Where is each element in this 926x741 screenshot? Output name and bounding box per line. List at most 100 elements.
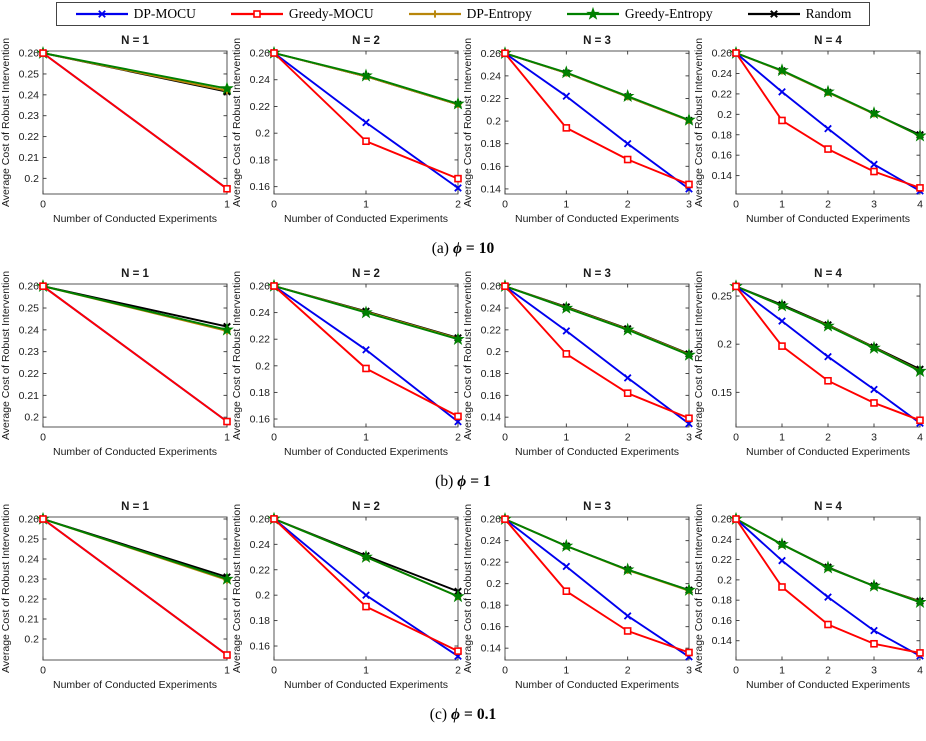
y-tick-label: 0.26 xyxy=(250,280,271,292)
y-tick-label: 0.21 xyxy=(19,390,40,402)
x-tick-label: 4 xyxy=(917,199,923,211)
x-axis-label: Number of Conducted Experiments xyxy=(515,213,679,225)
square-marker-icon xyxy=(623,155,632,164)
chart-c-N=3: 0 1 2 3 0.14 0.16 0.18 0.2 0.22 0.24 0.26 N = 3 Numb… xyxy=(462,501,696,691)
star-marker-icon xyxy=(620,562,635,576)
y-tick-label: 0.24 xyxy=(712,534,733,546)
x-marker-icon xyxy=(769,10,778,18)
subplot-b-n1: 0 1 0.2 0.21 0.22 0.23 0.24 0.25 0.26 N = 1 Number… xyxy=(0,264,234,468)
square-marker-icon xyxy=(685,648,693,657)
y-tick-label: 0.22 xyxy=(712,554,733,566)
y-tick-label: 0.23 xyxy=(19,110,40,122)
series-line xyxy=(42,285,228,423)
y-tick-label: 0.24 xyxy=(19,324,40,336)
square-marker-icon xyxy=(501,282,509,290)
square-marker-icon xyxy=(253,10,261,18)
subplot-title: N = 2 xyxy=(352,501,380,513)
caption-c: (c) ϕ = 0.1 xyxy=(0,701,926,729)
square-marker-icon xyxy=(623,389,632,397)
series-greedy-mocu xyxy=(39,515,231,659)
y-tick-label: 0.18 xyxy=(250,615,271,627)
series-greedy-entropy xyxy=(498,46,696,126)
series-line xyxy=(504,52,690,190)
x-marker-icon xyxy=(824,124,832,133)
y-axis-label: Average Cost of Robust Intervention xyxy=(462,504,474,673)
square-marker-icon xyxy=(870,167,878,176)
chart-b-N=3: 0 1 2 3 0.14 0.16 0.18 0.2 0.22 0.24 0.26 N = 3 Numb… xyxy=(462,268,696,458)
subplot-c-n4: 0 1 2 3 4 0.14 0.16 0.18 0.2 0.22 0.24 0.26 N = 4 Num… xyxy=(693,497,926,701)
y-tick-label: 0.16 xyxy=(712,150,733,162)
chart-a-N=4: 0 1 2 3 4 0.14 0.16 0.18 0.2 0.22 0.24 0.26 N = 4 Num… xyxy=(693,35,926,225)
y-tick-label: 0.15 xyxy=(712,387,733,399)
series-greedy-entropy xyxy=(36,279,234,336)
series-greedy-entropy xyxy=(498,512,696,596)
star-marker-icon xyxy=(359,305,373,319)
series-dp-entropy xyxy=(270,49,462,109)
series-line xyxy=(504,285,690,425)
y-tick-label: 0.21 xyxy=(19,152,40,164)
square-marker-icon xyxy=(39,49,47,57)
random-line-sample-icon xyxy=(747,10,800,18)
x-tick-label: 2 xyxy=(625,432,631,444)
x-marker-icon xyxy=(362,346,370,354)
series-greedy-entropy xyxy=(729,511,926,608)
square-marker-icon xyxy=(501,49,509,58)
x-tick-label: 1 xyxy=(779,665,785,677)
square-marker-icon xyxy=(362,602,370,611)
chart-b-N=1: 0 1 0.2 0.21 0.22 0.23 0.24 0.25 0.26 N = 1 Number… xyxy=(0,268,234,458)
star-marker-icon xyxy=(913,363,926,377)
series-dp-mocu xyxy=(732,49,924,195)
y-tick-label: 0.16 xyxy=(481,621,502,633)
square-marker-icon xyxy=(778,342,786,350)
x-tick-label: 0 xyxy=(40,199,46,211)
caption-b: (b) ϕ = 1 xyxy=(0,468,926,496)
star-marker-icon xyxy=(451,96,465,110)
y-tick-label: 0.26 xyxy=(19,48,40,60)
series-greedy-mocu xyxy=(501,282,693,423)
y-tick-label: 0.2 xyxy=(717,574,732,586)
y-tick-label: 0.22 xyxy=(250,101,271,113)
series-greedy-mocu xyxy=(270,515,462,655)
y-tick-label: 0.24 xyxy=(481,70,502,82)
y-tick-label: 0.25 xyxy=(19,303,40,315)
x-tick-label: 3 xyxy=(871,199,877,211)
y-tick-label: 0.2 xyxy=(255,360,270,372)
square-marker-icon xyxy=(778,116,786,125)
caption-a: (a) ϕ = 10 xyxy=(0,235,926,263)
square-marker-icon xyxy=(916,416,924,425)
x-axis-label: Number of Conducted Experiments xyxy=(515,446,679,458)
x-axis-label: Number of Conducted Experiments xyxy=(284,446,448,458)
y-tick-label: 0.24 xyxy=(19,89,40,101)
x-tick-label: 1 xyxy=(563,432,569,444)
y-tick-label: 0.23 xyxy=(19,346,40,358)
subplot-row-a: 0 1 0.2 0.21 0.22 0.23 0.24 0.25 0.26 N = 1 Number… xyxy=(0,31,926,235)
x-axis-label: Number of Conducted Experiments xyxy=(746,213,910,225)
square-marker-icon xyxy=(623,627,632,635)
x-marker-icon xyxy=(362,118,370,127)
y-tick-label: 0.24 xyxy=(250,74,271,86)
square-marker-icon xyxy=(732,49,740,57)
y-tick-label: 0.18 xyxy=(712,129,733,141)
star-marker-icon xyxy=(821,84,835,98)
series-line xyxy=(504,285,690,356)
x-marker-icon xyxy=(623,612,632,620)
series-dp-entropy xyxy=(732,515,924,606)
star-marker-icon xyxy=(359,68,373,82)
star-marker-icon xyxy=(220,322,234,336)
x-axis-label: Number of Conducted Experiments xyxy=(746,446,910,458)
series-line xyxy=(504,518,690,654)
y-tick-label: 0.2 xyxy=(486,578,501,590)
subplot-a-n4: 0 1 2 3 4 0.14 0.16 0.18 0.2 0.22 0.24 0.26 N = 4 Num… xyxy=(693,31,926,235)
y-tick-label: 0.26 xyxy=(481,48,502,60)
square-marker-icon xyxy=(223,417,231,426)
y-tick-label: 0.18 xyxy=(250,387,271,399)
series-line xyxy=(504,285,690,420)
dp-mocu-line-sample-icon xyxy=(75,10,128,18)
x-axis-label: Number of Conducted Experiments xyxy=(53,446,217,458)
subplot-title: N = 4 xyxy=(814,501,842,513)
y-tick-label: 0.22 xyxy=(481,93,502,105)
subplot-title: N = 2 xyxy=(352,35,380,47)
legend-label: Greedy-MOCU xyxy=(288,6,374,21)
y-tick-label: 0.25 xyxy=(19,68,40,80)
legend-label: Random xyxy=(805,6,852,21)
